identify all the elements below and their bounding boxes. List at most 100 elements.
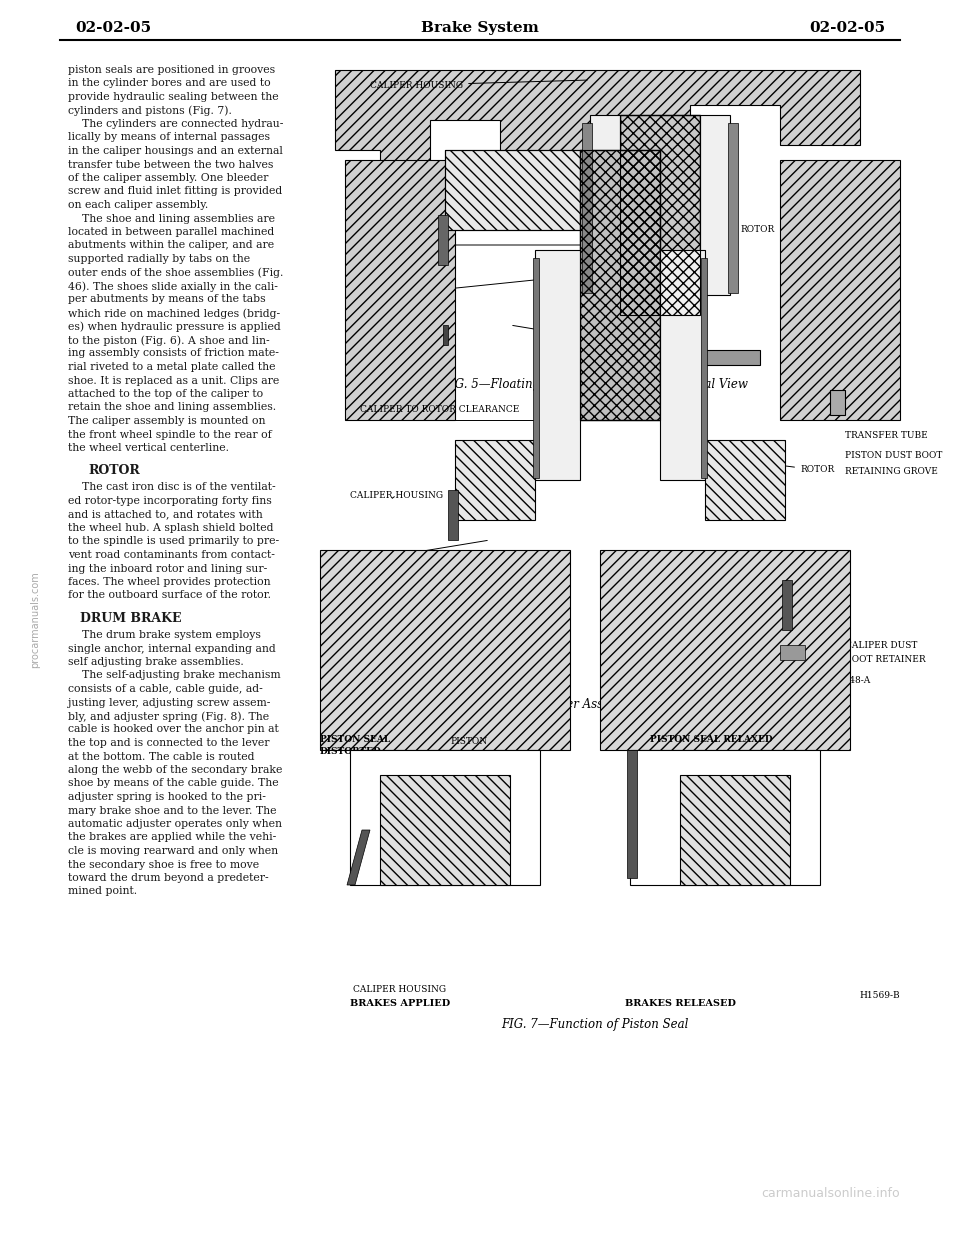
Text: the wheel hub. A splash shield bolted: the wheel hub. A splash shield bolted bbox=[68, 523, 274, 533]
Text: per abutments by means of the tabs: per abutments by means of the tabs bbox=[68, 294, 266, 304]
Text: self adjusting brake assemblies.: self adjusting brake assemblies. bbox=[68, 658, 244, 667]
Text: CALIPER HOUSING: CALIPER HOUSING bbox=[370, 80, 588, 89]
Text: mined point.: mined point. bbox=[68, 886, 137, 896]
Text: PISTON: PISTON bbox=[350, 540, 488, 565]
Text: FIG. 6—Fixed Caliper Assembly—Sectional View: FIG. 6—Fixed Caliper Assembly—Sectional … bbox=[450, 698, 739, 711]
Text: of the caliper assembly. One bleeder: of the caliper assembly. One bleeder bbox=[68, 173, 269, 183]
Text: Brake System: Brake System bbox=[421, 21, 539, 35]
Text: shoe by means of the cable guide. The: shoe by means of the cable guide. The bbox=[68, 779, 278, 789]
Text: attached to the top of the caliper to: attached to the top of the caliper to bbox=[68, 389, 263, 399]
Text: cylinders and pistons (Fig. 7).: cylinders and pistons (Fig. 7). bbox=[68, 105, 232, 116]
Bar bbox=[780, 645, 805, 660]
Bar bbox=[728, 124, 738, 293]
Polygon shape bbox=[335, 70, 860, 255]
Text: shoe. It is replaced as a unit. Clips are: shoe. It is replaced as a unit. Clips ar… bbox=[68, 376, 279, 386]
Bar bbox=[455, 440, 535, 520]
Text: rial riveted to a metal plate called the: rial riveted to a metal plate called the bbox=[68, 362, 276, 372]
Text: single anchor, internal expanding and: single anchor, internal expanding and bbox=[68, 644, 276, 654]
Text: SHOE: SHOE bbox=[370, 241, 592, 250]
Text: DUST BOOT: DUST BOOT bbox=[513, 325, 647, 347]
Bar bbox=[705, 440, 785, 520]
Bar bbox=[535, 250, 580, 480]
Text: The self-adjusting brake mechanism: The self-adjusting brake mechanism bbox=[68, 670, 280, 681]
Text: transfer tube between the two halves: transfer tube between the two halves bbox=[68, 159, 274, 169]
Bar bbox=[620, 115, 700, 315]
Text: which ride on machined ledges (bridg-: which ride on machined ledges (bridg- bbox=[68, 308, 280, 319]
Text: CALIPER TO ROTOR CLEARANCE: CALIPER TO ROTOR CLEARANCE bbox=[360, 405, 519, 414]
Bar bbox=[701, 258, 707, 478]
Bar bbox=[320, 550, 570, 750]
Bar bbox=[443, 325, 448, 345]
Text: vent road contaminants from contact-: vent road contaminants from contact- bbox=[68, 550, 275, 560]
Text: PISTON SEAL: PISTON SEAL bbox=[373, 353, 443, 372]
Text: the top and is connected to the lever: the top and is connected to the lever bbox=[68, 738, 270, 748]
Text: PISTON SEAL: PISTON SEAL bbox=[350, 597, 450, 700]
Text: ing the inboard rotor and lining sur-: ing the inboard rotor and lining sur- bbox=[68, 564, 267, 574]
Text: ROTOR: ROTOR bbox=[662, 450, 834, 475]
Text: for the outboard surface of the rotor.: for the outboard surface of the rotor. bbox=[68, 591, 271, 601]
Bar bbox=[780, 159, 900, 420]
Text: CALIPER DUST: CALIPER DUST bbox=[845, 640, 918, 649]
Text: PISTON SEAL RELAXED: PISTON SEAL RELAXED bbox=[650, 735, 773, 744]
Text: and is attached to, and rotates with: and is attached to, and rotates with bbox=[68, 509, 263, 519]
Text: the front wheel spindle to the rear of: the front wheel spindle to the rear of bbox=[68, 429, 272, 440]
Text: mary brake shoe and to the lever. The: mary brake shoe and to the lever. The bbox=[68, 806, 276, 816]
Text: PISTON: PISTON bbox=[450, 738, 487, 747]
Text: in the cylinder bores and are used to: in the cylinder bores and are used to bbox=[68, 79, 271, 89]
Text: The drum brake system employs: The drum brake system employs bbox=[68, 630, 261, 640]
Text: adjuster spring is hooked to the pri-: adjuster spring is hooked to the pri- bbox=[68, 792, 266, 802]
Text: retain the shoe and lining assemblies.: retain the shoe and lining assemblies. bbox=[68, 403, 276, 413]
Bar bbox=[782, 580, 792, 630]
Text: The caliper assembly is mounted on: The caliper assembly is mounted on bbox=[68, 417, 266, 426]
Text: H1569-B: H1569-B bbox=[859, 991, 900, 1000]
Bar bbox=[580, 150, 660, 420]
Text: LINING: LINING bbox=[350, 611, 531, 660]
Bar bbox=[533, 258, 539, 478]
Text: The cast iron disc is of the ventilat-: The cast iron disc is of the ventilat- bbox=[68, 482, 276, 492]
Text: H 1568-B: H 1568-B bbox=[791, 351, 835, 360]
Text: the wheel vertical centerline.: the wheel vertical centerline. bbox=[68, 442, 229, 454]
Bar bbox=[438, 215, 448, 265]
Bar bbox=[700, 115, 730, 295]
Text: screw and fluid inlet fitting is provided: screw and fluid inlet fitting is provide… bbox=[68, 187, 282, 197]
Text: piston seals are positioned in grooves: piston seals are positioned in grooves bbox=[68, 66, 276, 75]
Text: consists of a cable, cable guide, ad-: consists of a cable, cable guide, ad- bbox=[68, 684, 263, 693]
Text: at the bottom. The cable is routed: at the bottom. The cable is routed bbox=[68, 751, 254, 761]
Text: outer ends of the shoe assemblies (Fig.: outer ends of the shoe assemblies (Fig. bbox=[68, 267, 283, 278]
Text: CALIPER HOUSING: CALIPER HOUSING bbox=[353, 985, 446, 995]
Text: PISTON: PISTON bbox=[370, 166, 488, 184]
Text: on each caliper assembly.: on each caliper assembly. bbox=[68, 200, 208, 210]
Text: 02-02-05: 02-02-05 bbox=[75, 21, 151, 35]
Text: automatic adjuster operates only when: automatic adjuster operates only when bbox=[68, 819, 282, 829]
Bar bbox=[580, 150, 660, 420]
Bar bbox=[627, 750, 637, 878]
Text: ed rotor-type incorporating forty fins: ed rotor-type incorporating forty fins bbox=[68, 496, 272, 506]
Text: supported radially by tabs on the: supported radially by tabs on the bbox=[68, 255, 251, 265]
Text: cle is moving rearward and only when: cle is moving rearward and only when bbox=[68, 845, 278, 857]
Text: es) when hydraulic pressure is applied: es) when hydraulic pressure is applied bbox=[68, 321, 280, 332]
Bar bbox=[590, 115, 620, 295]
Bar bbox=[445, 150, 585, 230]
Text: FIG. 7—Function of Piston Seal: FIG. 7—Function of Piston Seal bbox=[501, 1018, 688, 1031]
Bar bbox=[560, 350, 760, 365]
Text: TRANSFER TUBE: TRANSFER TUBE bbox=[845, 430, 927, 440]
Text: the secondary shoe is free to move: the secondary shoe is free to move bbox=[68, 859, 259, 869]
Text: H 1648-A: H 1648-A bbox=[827, 676, 870, 685]
Text: DRUM BRAKE: DRUM BRAKE bbox=[80, 612, 181, 625]
Text: cable is hooked over the anchor pin at: cable is hooked over the anchor pin at bbox=[68, 724, 278, 734]
Text: located in between parallel machined: located in between parallel machined bbox=[68, 227, 275, 237]
Text: LINING: LINING bbox=[370, 276, 580, 299]
Text: The cylinders are connected hydrau-: The cylinders are connected hydrau- bbox=[68, 119, 283, 129]
Bar bbox=[660, 250, 705, 480]
Text: ROTOR: ROTOR bbox=[703, 225, 775, 235]
Bar bbox=[630, 750, 820, 885]
Text: faces. The wheel provides protection: faces. The wheel provides protection bbox=[68, 577, 271, 587]
Bar bbox=[380, 775, 510, 885]
Text: carmanualsonline.info: carmanualsonline.info bbox=[761, 1187, 900, 1200]
Bar bbox=[620, 115, 700, 315]
Text: DUST BOOT: DUST BOOT bbox=[370, 655, 452, 670]
Text: justing lever, adjusting screw assem-: justing lever, adjusting screw assem- bbox=[68, 697, 271, 707]
Text: BRAKES RELEASED: BRAKES RELEASED bbox=[625, 1000, 735, 1009]
Text: provide hydraulic sealing between the: provide hydraulic sealing between the bbox=[68, 91, 278, 103]
Text: the brakes are applied while the vehi-: the brakes are applied while the vehi- bbox=[68, 833, 276, 843]
